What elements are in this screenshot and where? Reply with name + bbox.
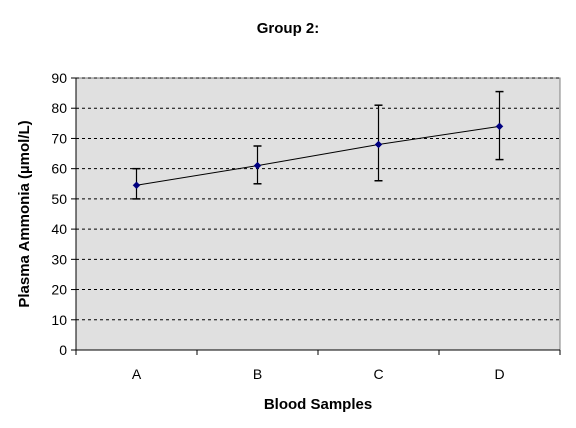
y-tick-label: 10 xyxy=(51,312,67,328)
y-tick-label: 80 xyxy=(51,100,67,116)
y-tick-label: 90 xyxy=(51,70,67,86)
series-line xyxy=(136,125,500,186)
plot-area xyxy=(75,77,561,351)
y-tick-label: 70 xyxy=(51,130,67,146)
axes xyxy=(71,77,561,355)
x-tick-label: C xyxy=(373,366,383,382)
y-tick-labels: 0 10 20 30 40 50 60 70 80 90 xyxy=(51,70,67,358)
x-tick-label: A xyxy=(132,366,142,382)
y-tick-label: 40 xyxy=(51,221,67,237)
data-point xyxy=(495,122,504,131)
gridlines xyxy=(76,77,560,321)
data-point xyxy=(374,140,383,149)
y-tick-label: 0 xyxy=(59,342,67,358)
y-tick-label: 20 xyxy=(51,282,67,298)
chart-title: Group 2: xyxy=(256,20,320,37)
data-point xyxy=(132,181,141,190)
x-tick-labels: A B C D xyxy=(132,366,505,382)
x-axis-title: Blood Samples xyxy=(264,396,372,413)
y-axis-title: Plasma Ammonia (µmol/L) xyxy=(16,120,33,307)
data-series xyxy=(132,90,504,200)
x-tick-label: D xyxy=(494,366,504,382)
y-tick-label: 60 xyxy=(51,161,67,177)
y-tick-label: 30 xyxy=(51,251,67,267)
data-point xyxy=(253,161,262,170)
x-tick-label: B xyxy=(253,366,262,382)
y-tick-label: 50 xyxy=(51,191,67,207)
